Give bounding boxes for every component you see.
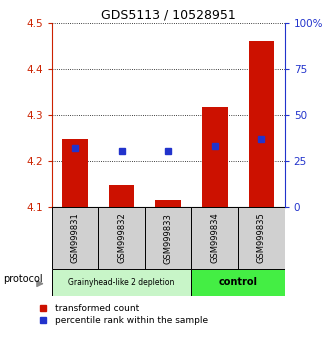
Legend: transformed count, percentile rank within the sample: transformed count, percentile rank withi…: [30, 300, 211, 329]
Bar: [52, 269, 191, 296]
Bar: [62, 139, 88, 207]
Text: protocol: protocol: [3, 274, 43, 284]
Bar: [248, 41, 274, 207]
Text: Grainyhead-like 2 depletion: Grainyhead-like 2 depletion: [68, 278, 175, 287]
Bar: [52, 207, 98, 269]
Bar: [238, 207, 285, 269]
Text: GSM999834: GSM999834: [210, 213, 219, 263]
Bar: [98, 207, 145, 269]
Bar: [202, 107, 227, 207]
Title: GDS5113 / 10528951: GDS5113 / 10528951: [101, 9, 235, 22]
Text: control: control: [218, 277, 258, 287]
Text: GSM999835: GSM999835: [257, 213, 266, 263]
Text: GSM999832: GSM999832: [117, 213, 126, 263]
Bar: [109, 185, 134, 207]
Bar: [191, 207, 238, 269]
Bar: [191, 269, 285, 296]
Bar: [145, 207, 191, 269]
Text: GSM999833: GSM999833: [164, 213, 173, 263]
Bar: [155, 200, 181, 207]
Text: GSM999831: GSM999831: [70, 213, 80, 263]
